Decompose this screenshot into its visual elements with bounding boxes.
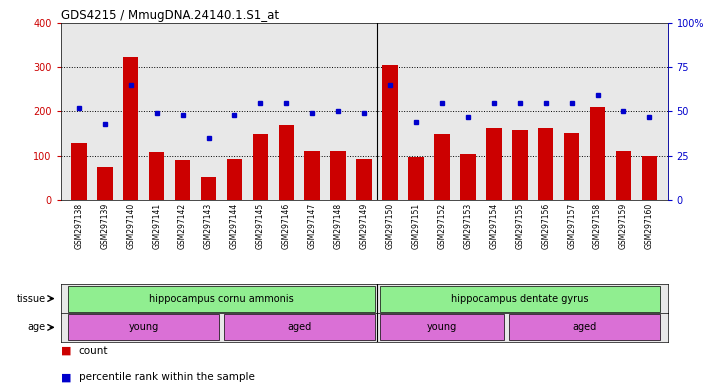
Text: hippocampus dentate gyrus: hippocampus dentate gyrus [451,293,588,304]
Bar [278,124,294,200]
Bar [226,159,242,200]
Bar [201,177,216,200]
Text: aged: aged [573,322,597,333]
Bar [380,286,660,311]
Bar [380,314,504,340]
Bar [538,128,553,200]
Bar [97,167,113,200]
Bar [304,151,320,200]
Text: young: young [427,322,457,333]
Bar [408,157,424,200]
Text: young: young [129,322,159,333]
Bar [69,286,375,311]
Text: count: count [79,346,108,356]
Bar [486,128,502,200]
Text: hippocampus cornu ammonis: hippocampus cornu ammonis [149,293,294,304]
Text: aged: aged [287,322,311,333]
Text: ■: ■ [61,372,71,382]
Bar [460,154,476,200]
Bar [253,134,268,200]
Text: age: age [27,322,46,333]
Bar [434,134,450,200]
Bar [512,130,528,200]
Text: tissue: tissue [16,293,46,304]
Bar [149,152,164,200]
Bar [175,160,191,200]
Text: percentile rank within the sample: percentile rank within the sample [79,372,254,382]
Text: GDS4215 / MmugDNA.24140.1.S1_at: GDS4215 / MmugDNA.24140.1.S1_at [61,9,278,22]
Bar [123,58,139,200]
Bar [642,156,657,200]
Bar [356,159,372,200]
Bar [509,314,660,340]
Bar [224,314,375,340]
Bar [69,314,219,340]
Bar [331,151,346,200]
Bar [382,65,398,200]
Bar [71,143,86,200]
Bar [615,151,631,200]
Bar [590,107,605,200]
Text: ■: ■ [61,346,71,356]
Bar [564,134,579,200]
